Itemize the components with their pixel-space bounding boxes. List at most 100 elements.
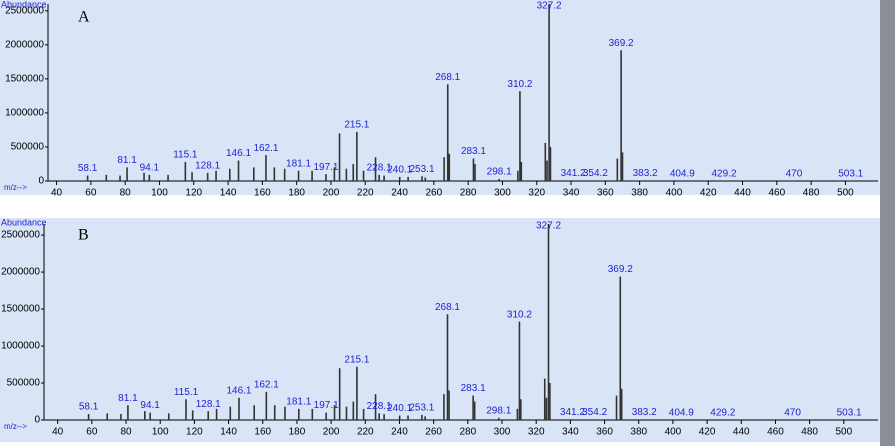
peak [407,176,409,181]
peak [398,415,401,420]
peak-label: 470 [784,407,801,418]
peak [207,411,210,420]
peak [616,158,619,181]
x-tick-label: 460 [767,427,784,438]
peak [383,414,385,420]
peak [311,170,313,181]
peak [446,84,449,181]
peak [443,157,445,181]
peak [265,155,267,181]
panel-a-bg [0,0,880,195]
peak [206,172,209,181]
peak-label: 197.1 [313,162,338,173]
peak [283,168,286,181]
x-axis-label: m/z--> [4,422,27,431]
peak-label: 354.2 [583,168,608,179]
peak [238,397,240,420]
peak [228,168,231,181]
peak-label: 128.1 [195,160,220,171]
peak [446,314,449,420]
peak [356,366,358,420]
peak [497,417,500,420]
peak-label: 181.1 [286,158,311,169]
peak [325,412,327,420]
peak [621,152,624,181]
peak-label: 94.1 [140,163,160,174]
peak [448,153,451,181]
peak [549,146,552,181]
y-tick-label: 2500000 [1,230,40,241]
x-tick-label: 280 [460,188,477,199]
x-tick-label: 40 [51,188,63,199]
peak-label: 283.1 [461,146,486,157]
peak [333,405,336,420]
peak-label: 369.2 [608,264,633,275]
peak [338,368,341,420]
x-tick-label: 420 [699,427,716,438]
scrollbar [880,0,895,446]
x-tick-label: 220 [357,188,374,199]
peak-label: 383.2 [632,407,657,418]
peak [284,406,286,420]
peak [374,394,377,420]
x-tick-label: 60 [86,427,98,438]
peak [543,378,546,420]
peak [443,394,445,420]
y-tick-label: 1500000 [5,74,44,85]
peak [127,405,129,420]
peak-label: 283.1 [461,383,486,394]
peak-label: 81.1 [118,393,138,404]
y-tick-label: 1000000 [1,341,40,352]
peak [544,142,547,181]
peak [547,224,550,420]
x-tick-label: 360 [596,427,613,438]
peak [352,401,355,420]
y-tick-label: 2000000 [1,267,40,278]
peak-label: 240.1 [387,403,412,414]
x-tick-label: 400 [666,188,683,199]
peak [378,413,380,420]
x-tick-label: 500 [835,427,852,438]
peak [374,157,377,181]
x-tick-label: 300 [494,188,511,199]
y-tick-label: 1500000 [1,304,40,315]
peak-label: 81.1 [117,155,137,166]
peak [119,175,121,181]
peak [298,408,300,420]
peak-label: 268.1 [435,72,460,83]
peak-label: 298.1 [487,167,512,178]
y-tick-label: 2500000 [5,5,44,16]
peak [356,131,358,181]
x-tick-label: 300 [494,427,511,438]
peak [421,176,423,181]
peak [273,167,276,181]
peak [345,168,348,181]
peak [619,276,622,420]
x-tick-label: 40 [52,427,64,438]
peak-label: 268.1 [435,302,460,313]
x-tick-label: 240 [391,427,408,438]
peak [498,178,500,181]
peak [252,167,255,181]
peak-label: 228.1 [367,163,392,174]
peak-label: 115.1 [174,387,199,398]
x-tick-label: 280 [459,427,476,438]
peak [518,321,521,420]
peak-label: 162.1 [253,143,278,154]
peak [106,413,109,420]
peak [253,405,256,420]
peak [546,160,548,181]
peak [265,391,268,420]
x-tick-label: 440 [734,188,751,199]
y-axis-label: Abundance [1,0,47,9]
peak [474,163,476,181]
peak [215,170,217,181]
x-tick-label: 340 [562,427,579,438]
peak-label: 228.1 [367,401,392,412]
x-tick-label: 180 [288,188,305,199]
peak [120,414,122,420]
x-tick-label: 340 [563,188,580,199]
peak [516,408,519,420]
x-tick-label: 180 [289,427,306,438]
x-tick-label: 420 [700,188,717,199]
